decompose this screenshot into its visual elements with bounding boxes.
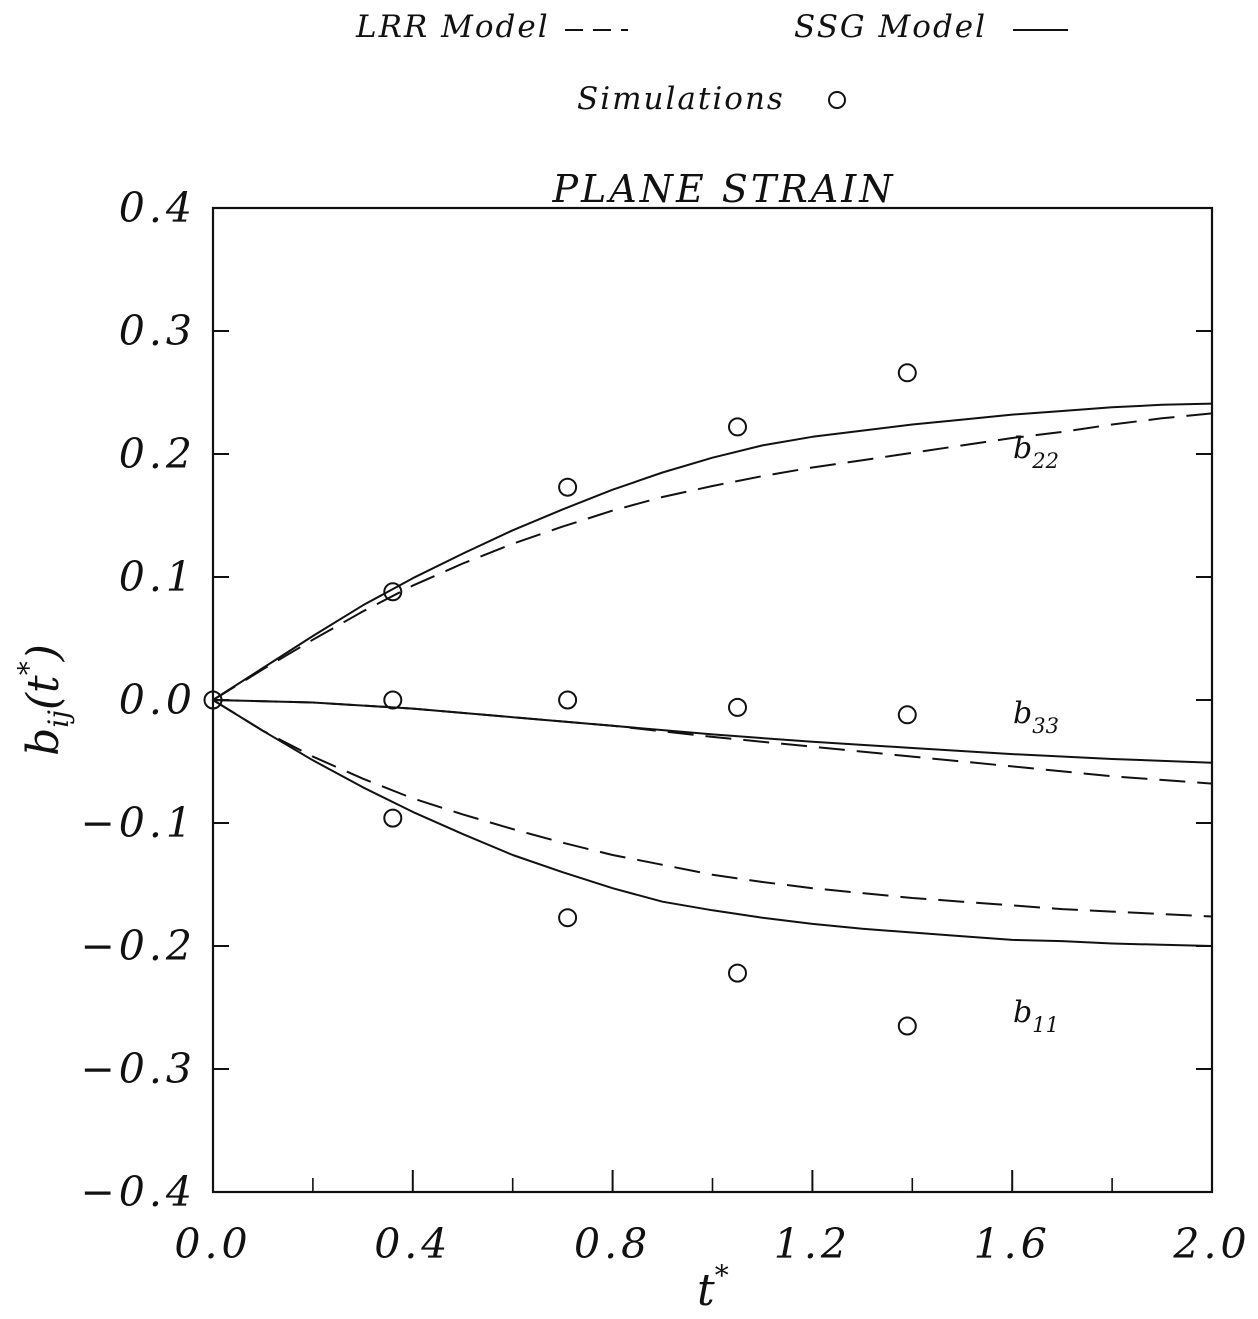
simulation-point bbox=[728, 417, 747, 437]
legend-swatch-sim-circle bbox=[828, 91, 846, 109]
simulation-points bbox=[203, 363, 917, 1036]
simulation-point bbox=[558, 690, 578, 710]
lrr-b11-line bbox=[212, 699, 1213, 918]
ssg-b22-line bbox=[212, 402, 1213, 701]
chart-title: PLANE STRAIN bbox=[551, 167, 895, 211]
simulation-point bbox=[558, 477, 578, 497]
legend: LRR Model SSG Model Simulations bbox=[355, 9, 1068, 117]
y-tick-label: 0.0 bbox=[119, 676, 196, 724]
y-tick-label: 0.4 bbox=[119, 184, 196, 232]
y-tick-label: −0.1 bbox=[80, 799, 196, 847]
lrr-b33-line bbox=[212, 699, 1213, 785]
y-tick-label: 0.3 bbox=[119, 307, 196, 355]
axis-ticks: 0.0 0.4 0.8 1.2 1.6 2.0 0.4 0.3 0.2 0.1 0.0 −0.1 −0.… bbox=[80, 184, 1250, 1268]
legend-label-lrr: LRR Model bbox=[355, 9, 550, 45]
simulation-point bbox=[203, 690, 223, 710]
series-lines bbox=[212, 402, 1213, 947]
svg-text:bij(t*): bij(t*) bbox=[12, 644, 75, 756]
ssg-b33-line bbox=[212, 699, 1213, 764]
y-axis-label: bij(t*) bbox=[12, 644, 75, 756]
simulation-point bbox=[558, 908, 578, 928]
y-tick-label: −0.3 bbox=[80, 1045, 196, 1093]
simulation-point bbox=[383, 690, 403, 710]
y-tick-label: 0.2 bbox=[119, 430, 196, 478]
simulation-point bbox=[897, 363, 917, 383]
simulation-point bbox=[728, 963, 747, 983]
lrr-b22-line bbox=[212, 412, 1213, 701]
x-tick-label: 1.6 bbox=[974, 1220, 1051, 1268]
annotation-b33: b33 bbox=[1013, 696, 1059, 738]
x-tick-label: 2.0 bbox=[1172, 1220, 1250, 1268]
simulation-point bbox=[897, 1016, 917, 1036]
x-tick-label: 0.8 bbox=[574, 1220, 651, 1268]
simulation-point bbox=[383, 582, 403, 602]
plot-frame bbox=[211, 206, 1214, 1194]
simulation-point bbox=[897, 705, 917, 725]
annotation-b11: b11 bbox=[1013, 995, 1059, 1037]
x-tick-label: 1.2 bbox=[774, 1220, 851, 1268]
ssg-b11-line bbox=[212, 699, 1213, 947]
legend-label-ssg: SSG Model bbox=[794, 9, 987, 45]
y-tick-label: 0.1 bbox=[119, 553, 196, 601]
simulation-point bbox=[383, 808, 403, 828]
y-tick-label: −0.2 bbox=[80, 922, 196, 970]
simulation-point bbox=[728, 697, 747, 717]
x-tick-label: 0.0 bbox=[174, 1220, 251, 1268]
annotation-b22: b22 bbox=[1013, 431, 1059, 473]
x-axis-label: t* bbox=[697, 1259, 729, 1316]
x-tick-label: 0.4 bbox=[374, 1220, 451, 1268]
y-tick-label: −0.4 bbox=[80, 1168, 196, 1216]
legend-label-sim: Simulations bbox=[577, 81, 785, 117]
